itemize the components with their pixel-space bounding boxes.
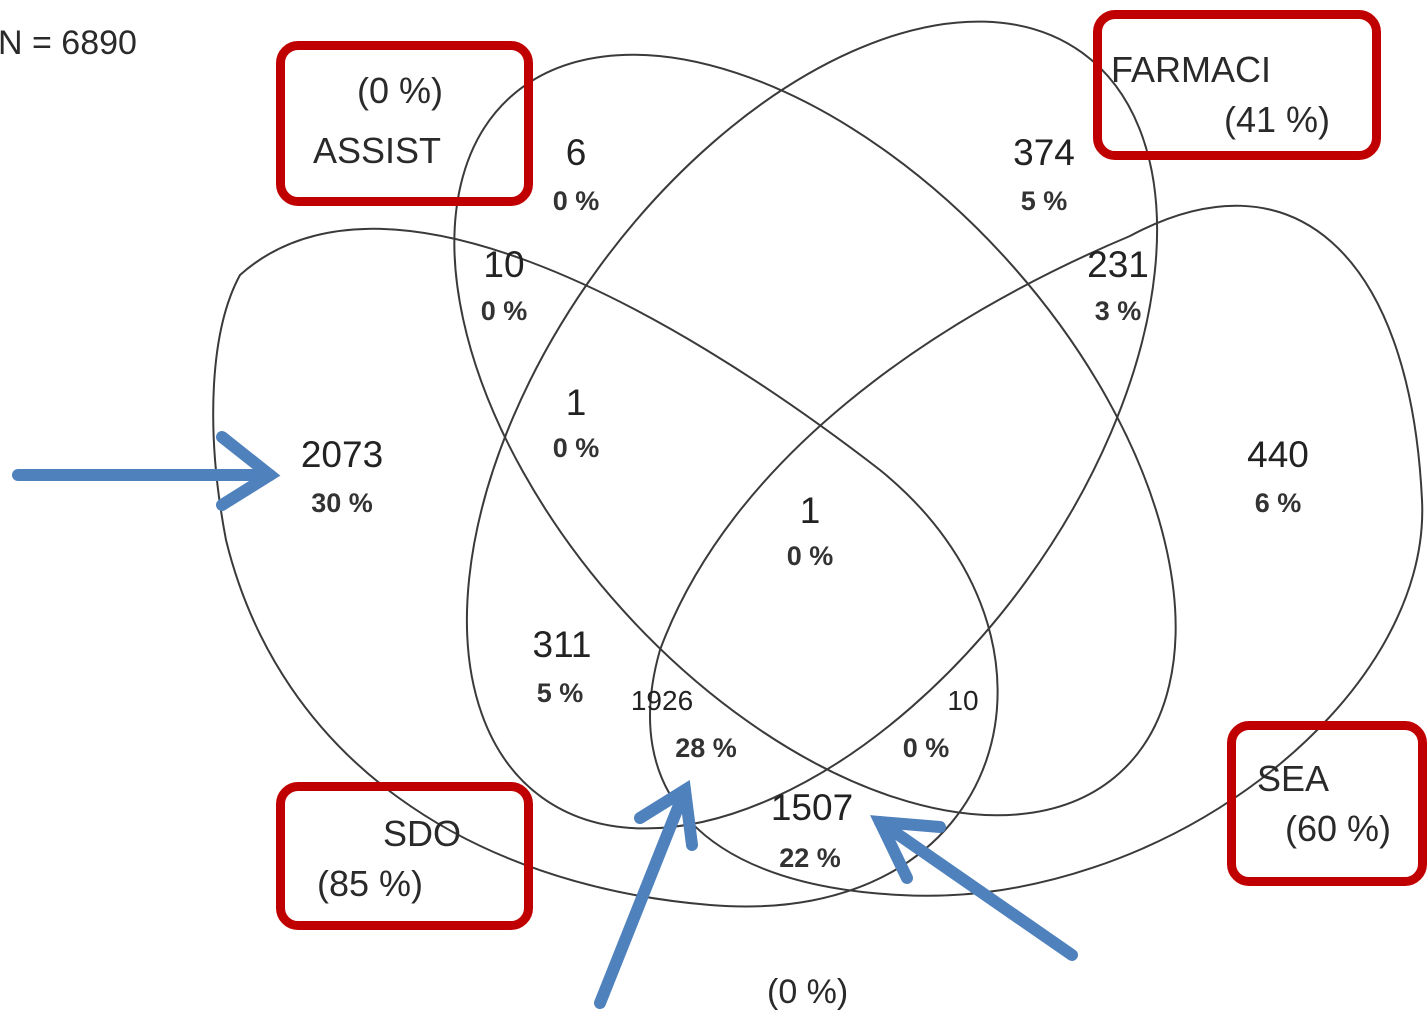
sea-name-label: SEA [1257,758,1330,799]
region-pct-sdo-farmaci-sea: 28 % [675,733,737,763]
sdo-highlight-box [276,782,533,930]
sea-ellipse [649,204,1424,897]
arrow-to-sdo-farmaci-sea [594,779,698,1009]
sdo-pct-label: (85 %) [317,863,424,904]
region-pct-assist-sea: 0 % [902,733,950,763]
arrow-to-sdo-sea [870,815,1078,961]
farmaci-ellipse [465,20,1159,830]
region-count-assist-sea: 10 [947,685,979,716]
assist-highlight-box [276,41,533,206]
region-pct-farmaci-only: 5 % [1020,186,1068,216]
sdo-ellipse [212,227,999,908]
region-pct-assist-only: 0 % [552,186,600,216]
region-count-farmaci-sea: 231 [1087,244,1149,285]
region-pct-sdo-farmaci: 5 % [536,678,584,708]
farmaci-highlight-box [1093,10,1381,160]
assist-pct-label: (0 %) [357,70,444,111]
region-pct-center: 0 % [786,541,834,571]
sdo-name-label: SDO [383,813,462,854]
region-count-sdo-sea: 1507 [770,787,854,828]
total-count-label: N = 6890 [0,24,137,62]
region-count-sdo-farmaci: 311 [532,624,592,665]
farmaci-pct-label: (41 %) [1224,99,1331,140]
region-pct-sdo-assist: 0 % [480,296,528,326]
region-count-assist-only: 6 [565,132,587,173]
arrow-to-sdo-only [12,431,281,511]
region-pct-sdo-sea: 22 % [779,843,841,873]
region-pct-farmaci-sea: 3 % [1094,296,1142,326]
assist-ellipse [453,53,1177,817]
region-count-assist-farmaci: 1 [565,382,587,423]
farmaci-name-label: FARMACI [1111,49,1272,90]
region-count-farmaci-only: 374 [1013,132,1075,173]
sea-pct-label: (60 %) [1285,808,1392,849]
sea-highlight-box [1227,721,1427,886]
region-pct-sea-only: 6 % [1254,488,1302,518]
region-count-sdo-assist: 10 [483,244,525,285]
assist-name-label: ASSIST [313,130,442,171]
region-count-center: 1 [799,490,821,531]
region-count-sea-only: 440 [1247,434,1309,475]
region-pct-assist-farmaci: 0 % [552,433,600,463]
region-count-sdo-only: 2073 [300,434,384,475]
region-pct-sdo-only: 30 % [311,488,373,518]
outside-pct-label: (0 %) [767,973,849,1011]
region-count-sdo-farmaci-sea: 1926 [630,685,694,716]
